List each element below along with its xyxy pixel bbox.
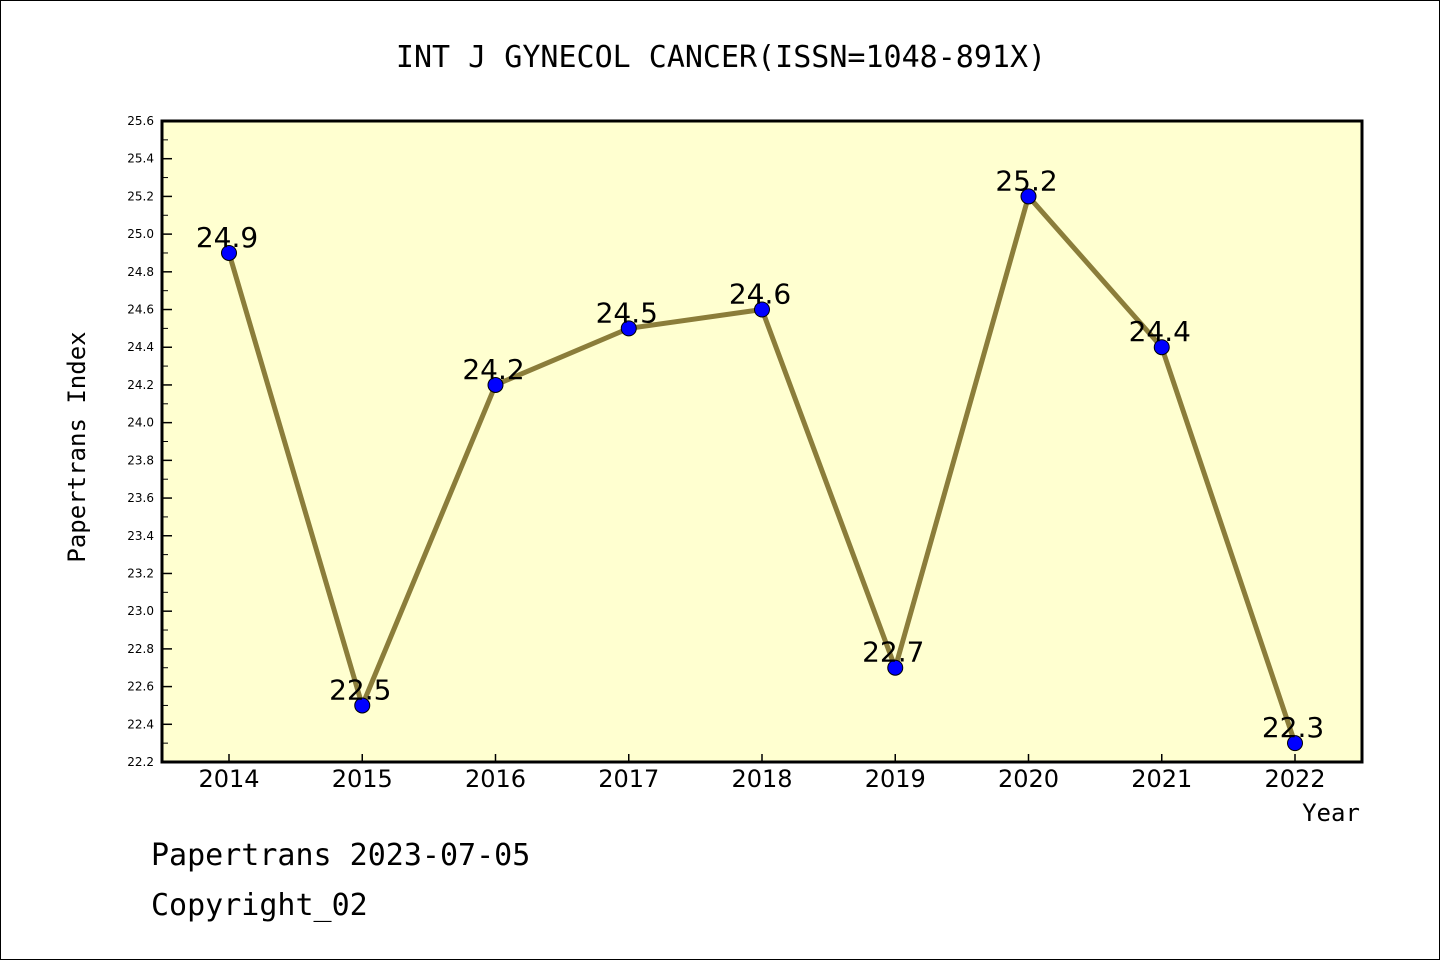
y-tick-label: 23.0 (127, 604, 154, 618)
data-label: 22.7 (862, 636, 924, 669)
y-tick-label: 22.6 (127, 680, 154, 694)
y-tick-label: 23.8 (127, 453, 154, 467)
data-point (887, 659, 904, 676)
x-tick-label: 2016 (465, 765, 526, 793)
y-tick-label: 25.2 (127, 189, 154, 203)
data-point (354, 697, 371, 714)
x-tick-label: 2022 (1264, 765, 1325, 793)
plot-border (160, 119, 1364, 764)
y-tick-label: 24.2 (127, 378, 154, 392)
y-tick-label: 25.6 (127, 114, 154, 128)
x-tick-label: 2021 (1131, 765, 1192, 793)
y-axis-ticks: 22.2 22.4 22.6 22.8 23.0 23.2 23.4 23.6 23.8 24.0… (127, 114, 172, 769)
y-tick-label: 25.4 (127, 152, 154, 166)
x-tick-label: 2017 (598, 765, 659, 793)
x-axis-label: Year (1302, 799, 1360, 827)
y-tick-label: 24.6 (127, 303, 154, 317)
y-tick-label: 24.4 (127, 340, 154, 354)
y-tick-label: 24.0 (127, 416, 154, 430)
footer-date: Papertrans 2023-07-05 (151, 838, 530, 873)
x-tick-label: 2018 (731, 765, 792, 793)
data-point (1287, 735, 1303, 752)
data-label: 24.5 (596, 296, 658, 329)
chart-title: INT J GYNECOL CANCER(ISSN=1048-891X) (396, 40, 1046, 75)
data-point (221, 244, 237, 261)
x-axis-ticks: 2014 2015 2016 2017 2018 2019 2020 2021 2022 (198, 754, 1326, 793)
y-tick-label: 25.0 (127, 227, 154, 241)
y-axis-label: Papertrans Index (63, 331, 91, 562)
x-tick-label: 2015 (332, 765, 393, 793)
data-point (620, 320, 637, 337)
data-label: 24.4 (1129, 315, 1191, 348)
x-tick-label: 2020 (998, 765, 1059, 793)
plot-area (162, 121, 1362, 762)
data-labels: 24.9 22.5 24.2 24.5 24.6 22.7 25.2 24.4 22.3 (196, 164, 1324, 744)
data-point (754, 301, 770, 318)
data-label: 24.2 (462, 353, 524, 386)
x-tick-label: 2014 (198, 765, 259, 793)
y-tick-label: 23.6 (127, 491, 154, 505)
data-label: 24.9 (196, 221, 258, 254)
x-tick-label: 2019 (865, 765, 926, 793)
y-tick-label: 22.8 (127, 642, 154, 656)
y-tick-label: 22.4 (127, 717, 154, 731)
data-point (1020, 188, 1037, 205)
y-tick-label: 22.2 (127, 755, 154, 769)
data-points (221, 188, 1303, 752)
data-label: 25.2 (995, 164, 1057, 197)
data-label: 22.5 (329, 673, 391, 706)
y-tick-label: 23.2 (127, 566, 154, 580)
data-label: 22.3 (1262, 711, 1324, 744)
footer-copyright: Copyright_02 (151, 888, 368, 923)
y-tick-label: 23.4 (127, 529, 154, 543)
data-point (1153, 339, 1170, 356)
y-tick-label: 24.8 (127, 265, 154, 279)
data-label: 24.6 (729, 278, 791, 311)
data-point (487, 376, 504, 393)
